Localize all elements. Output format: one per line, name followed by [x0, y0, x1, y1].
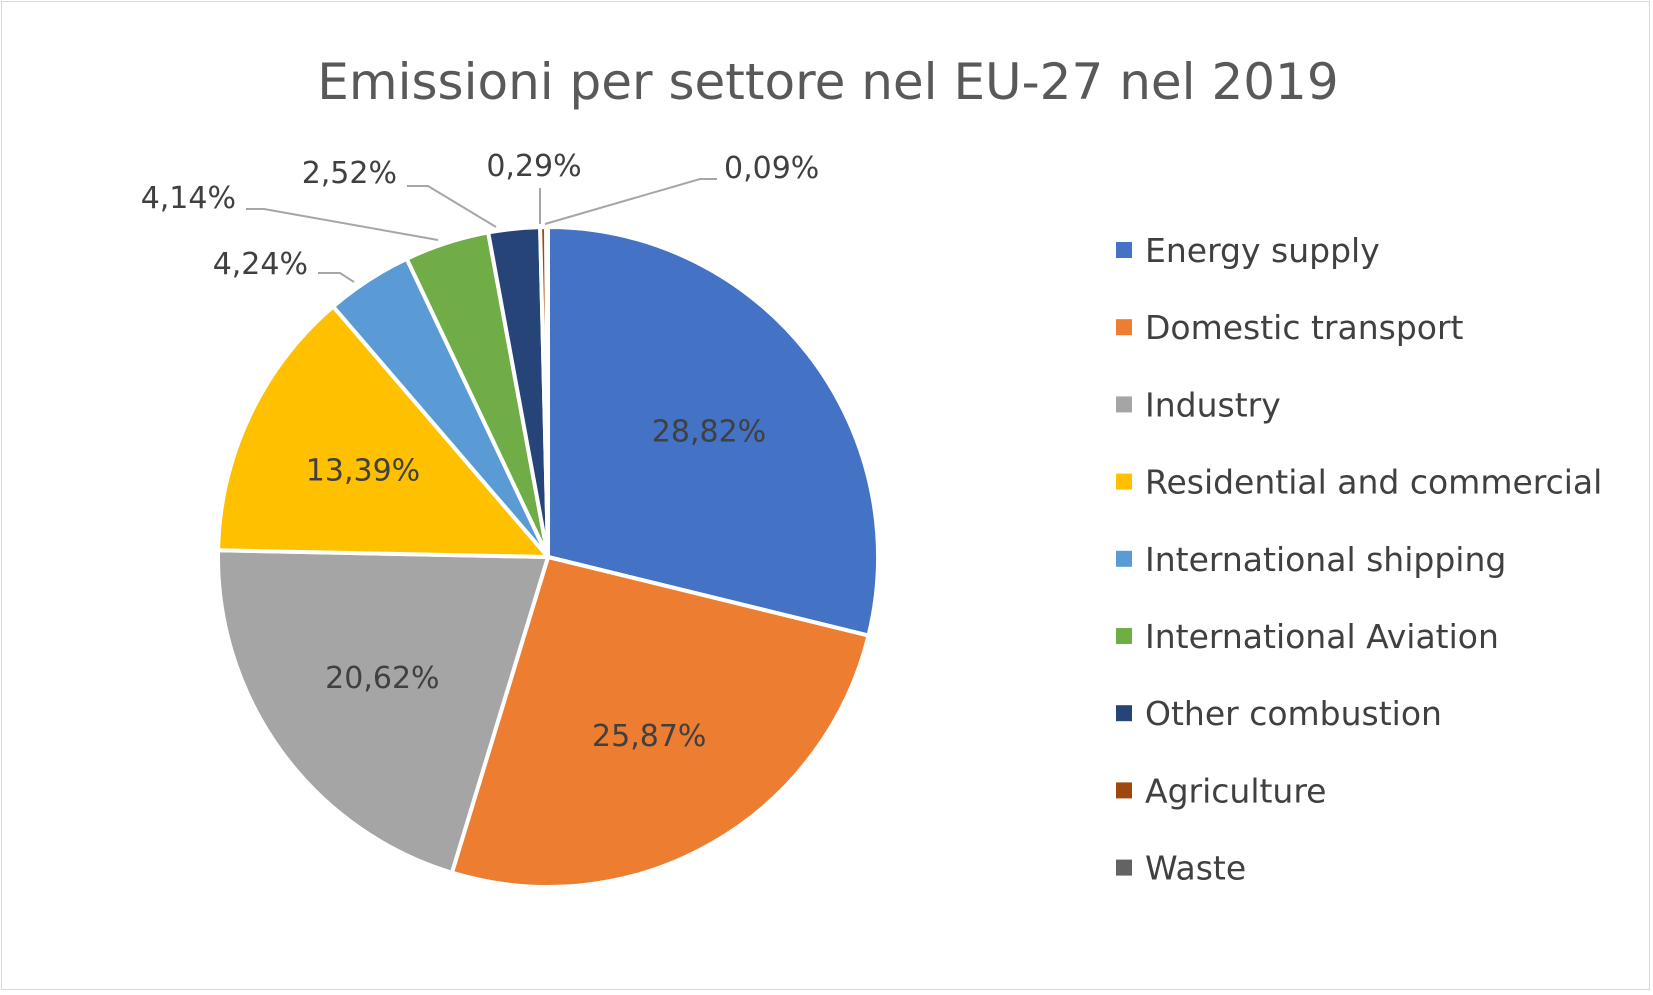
- slice-domestic-transport: [449, 555, 871, 889]
- data-label-agriculture: 0,29%: [486, 149, 581, 184]
- data-label-industry: 20,62%: [325, 661, 439, 696]
- leader-lines: [246, 178, 717, 283]
- leader-line-international-aviation: [246, 208, 439, 241]
- legend-entry-energy-supply: Energy supply: [1145, 231, 1380, 270]
- slice-energy-supply: [546, 225, 880, 638]
- data-label-international-aviation: 4,14%: [141, 181, 236, 216]
- data-label-domestic-transport: 25,87%: [592, 719, 706, 754]
- chart-title: Emissioni per settore nel EU-27 nel 2019: [317, 53, 1338, 111]
- data-label-international-shipping: 4,24%: [213, 247, 308, 282]
- legend-swatch-waste: [1116, 859, 1132, 876]
- legend-swatch-agriculture: [1116, 782, 1132, 799]
- legend-entry-waste: Waste: [1145, 849, 1246, 888]
- data-label-residential-and-commercial: 13,39%: [306, 454, 420, 489]
- legend-swatch-international-aviation: [1116, 628, 1132, 644]
- legend-swatch-other-combustion: [1116, 705, 1132, 722]
- legend-entry-residential-and-commercial: Residential and commercial: [1145, 463, 1602, 502]
- leader-line-international-shipping: [318, 272, 355, 283]
- data-label-other-combustion: 2,52%: [302, 156, 397, 191]
- legend-entry-agriculture: Agriculture: [1145, 771, 1326, 810]
- slice-industry: [216, 548, 550, 875]
- legend-entry-industry: Industry: [1145, 385, 1281, 424]
- pie-slices: [216, 224, 880, 889]
- legend-swatch-energy-supply: [1116, 242, 1132, 258]
- data-labels: 28,82% 25,87% 20,62% 13,39% 4,24% 4,14% 2,52% 0…: [141, 149, 820, 754]
- legend-swatch-residential-and-commercial: [1116, 473, 1132, 490]
- legend-swatch-domestic-transport: [1116, 319, 1132, 336]
- data-label-energy-supply: 28,82%: [652, 415, 766, 450]
- data-label-waste: 0,09%: [724, 151, 819, 186]
- slice-waste: [544, 224, 550, 559]
- slice-residential-and-commercial: [216, 304, 550, 559]
- legend-entry-domestic-transport: Domestic transport: [1145, 308, 1464, 347]
- legend-entry-international-shipping: International shipping: [1145, 540, 1506, 579]
- leader-line-waste: [544, 178, 717, 225]
- legend-entry-other-combustion: Other combustion: [1145, 694, 1442, 733]
- legend: Energy supply Domestic transport Industry R…: [1116, 231, 1602, 888]
- leader-line-other-combustion: [407, 185, 497, 228]
- legend-entry-international-aviation: International Aviation: [1145, 617, 1499, 656]
- legend-swatch-industry: [1116, 396, 1132, 413]
- legend-swatch-international-shipping: [1116, 550, 1132, 567]
